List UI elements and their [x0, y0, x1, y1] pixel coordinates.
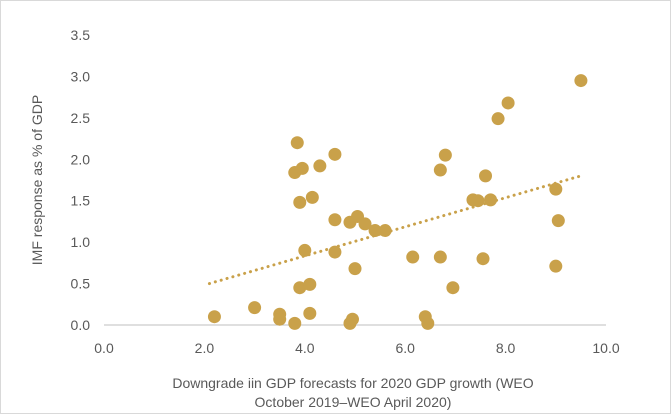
data-point — [484, 193, 498, 207]
x-tick-label: 0.0 — [94, 340, 114, 356]
data-point — [406, 250, 420, 264]
data-point — [328, 213, 342, 227]
data-point — [574, 74, 588, 88]
y-tick-label: 0.5 — [71, 276, 91, 292]
data-point — [295, 161, 309, 175]
data-point — [549, 182, 563, 196]
data-point — [313, 159, 327, 173]
data-point — [358, 217, 372, 231]
y-tick-label: 3.0 — [71, 68, 91, 84]
y-tick-label: 3.5 — [71, 27, 91, 43]
data-point — [305, 190, 319, 204]
y-tick-label: 1.5 — [71, 193, 91, 209]
data-point — [207, 310, 221, 324]
data-point — [293, 195, 307, 209]
x-tick-label: 6.0 — [395, 340, 415, 356]
trendline-layer — [207, 174, 583, 286]
y-tick-label: 2.0 — [71, 151, 91, 167]
x-axis-title-line-2: October 2019–WEO April 2020) — [255, 394, 452, 410]
x-axis-tick-labels: 0.0 2.0 4.0 6.0 8.0 10.0 — [94, 340, 620, 356]
data-point — [476, 252, 490, 266]
data-point — [491, 112, 505, 126]
data-point — [248, 301, 262, 315]
data-point — [438, 148, 452, 162]
data-point — [479, 169, 493, 183]
data-point — [303, 306, 317, 320]
data-point — [421, 316, 435, 330]
data-point — [290, 136, 304, 150]
data-point — [446, 281, 460, 295]
data-point — [501, 96, 515, 110]
y-axis-title: IMF response as % of GDP — [29, 95, 45, 265]
x-tick-label: 8.0 — [496, 340, 516, 356]
x-tick-label: 10.0 — [592, 340, 619, 356]
data-point — [345, 312, 359, 326]
x-tick-label: 2.0 — [195, 340, 215, 356]
data-point — [433, 250, 447, 264]
y-tick-label: 1.0 — [71, 234, 91, 250]
data-point — [328, 147, 342, 161]
data-point — [368, 224, 382, 238]
data-point — [549, 259, 563, 273]
x-axis-title-line-1: Downgrade iin GDP forecasts for 2020 GDP… — [172, 375, 533, 391]
data-point — [551, 214, 565, 228]
data-point — [293, 281, 307, 295]
data-point — [328, 245, 342, 259]
data-point — [273, 312, 287, 326]
data-point — [298, 243, 312, 257]
data-point — [348, 262, 362, 276]
trendline — [207, 174, 583, 286]
y-tick-label: 0.0 — [71, 317, 91, 333]
data-point — [471, 194, 485, 208]
data-point — [378, 224, 392, 238]
x-tick-label: 4.0 — [295, 340, 315, 356]
data-points — [207, 74, 588, 330]
y-axis-tick-labels: 0.0 0.5 1.0 1.5 2.0 2.5 3.0 3.5 — [71, 27, 91, 333]
data-point — [433, 163, 447, 177]
y-tick-label: 2.5 — [71, 110, 91, 126]
data-point — [303, 277, 317, 291]
data-point — [288, 316, 302, 330]
